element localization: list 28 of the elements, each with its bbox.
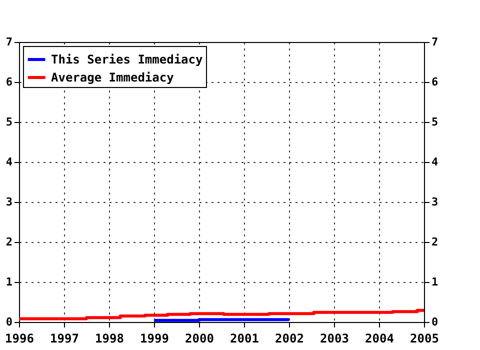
x-tick-label: 2001 xyxy=(230,332,259,346)
x-tick-label: 2000 xyxy=(185,332,214,346)
y2-tick-label: 2 xyxy=(432,236,438,248)
y-tick-label: 3 xyxy=(6,196,12,208)
y-tick-label: 6 xyxy=(6,76,13,88)
x-tick-label: 2004 xyxy=(365,332,394,346)
y2-tick-label: 6 xyxy=(432,76,438,88)
y-tick-label: 0 xyxy=(6,316,12,328)
legend-label: This Series Immediacy xyxy=(51,52,203,66)
y2-tick-label: 0 xyxy=(432,316,438,328)
y-tick-label: 5 xyxy=(6,116,12,128)
x-tick-label: 1998 xyxy=(95,332,124,346)
x-tick-label: 1996 xyxy=(5,332,34,346)
y-tick-label: 1 xyxy=(6,276,13,288)
legend-label: Average Immediacy xyxy=(51,70,174,84)
y-tick-label: 2 xyxy=(6,236,12,248)
y2-tick-label: 1 xyxy=(432,276,438,288)
x-tick-label: 2003 xyxy=(320,332,349,346)
y2-tick-label: 5 xyxy=(432,116,438,128)
x-tick-label: 1999 xyxy=(140,332,169,346)
x-tick-label: 2002 xyxy=(275,332,304,346)
x-tick-label: 1997 xyxy=(50,332,79,346)
y2-tick-label: 4 xyxy=(432,156,438,168)
y-tick-label: 4 xyxy=(6,156,13,168)
y-tick-label: 7 xyxy=(6,36,12,48)
y2-tick-label: 7 xyxy=(432,36,438,48)
x-tick-label: 2005 xyxy=(410,332,439,346)
y2-tick-label: 3 xyxy=(432,196,438,208)
